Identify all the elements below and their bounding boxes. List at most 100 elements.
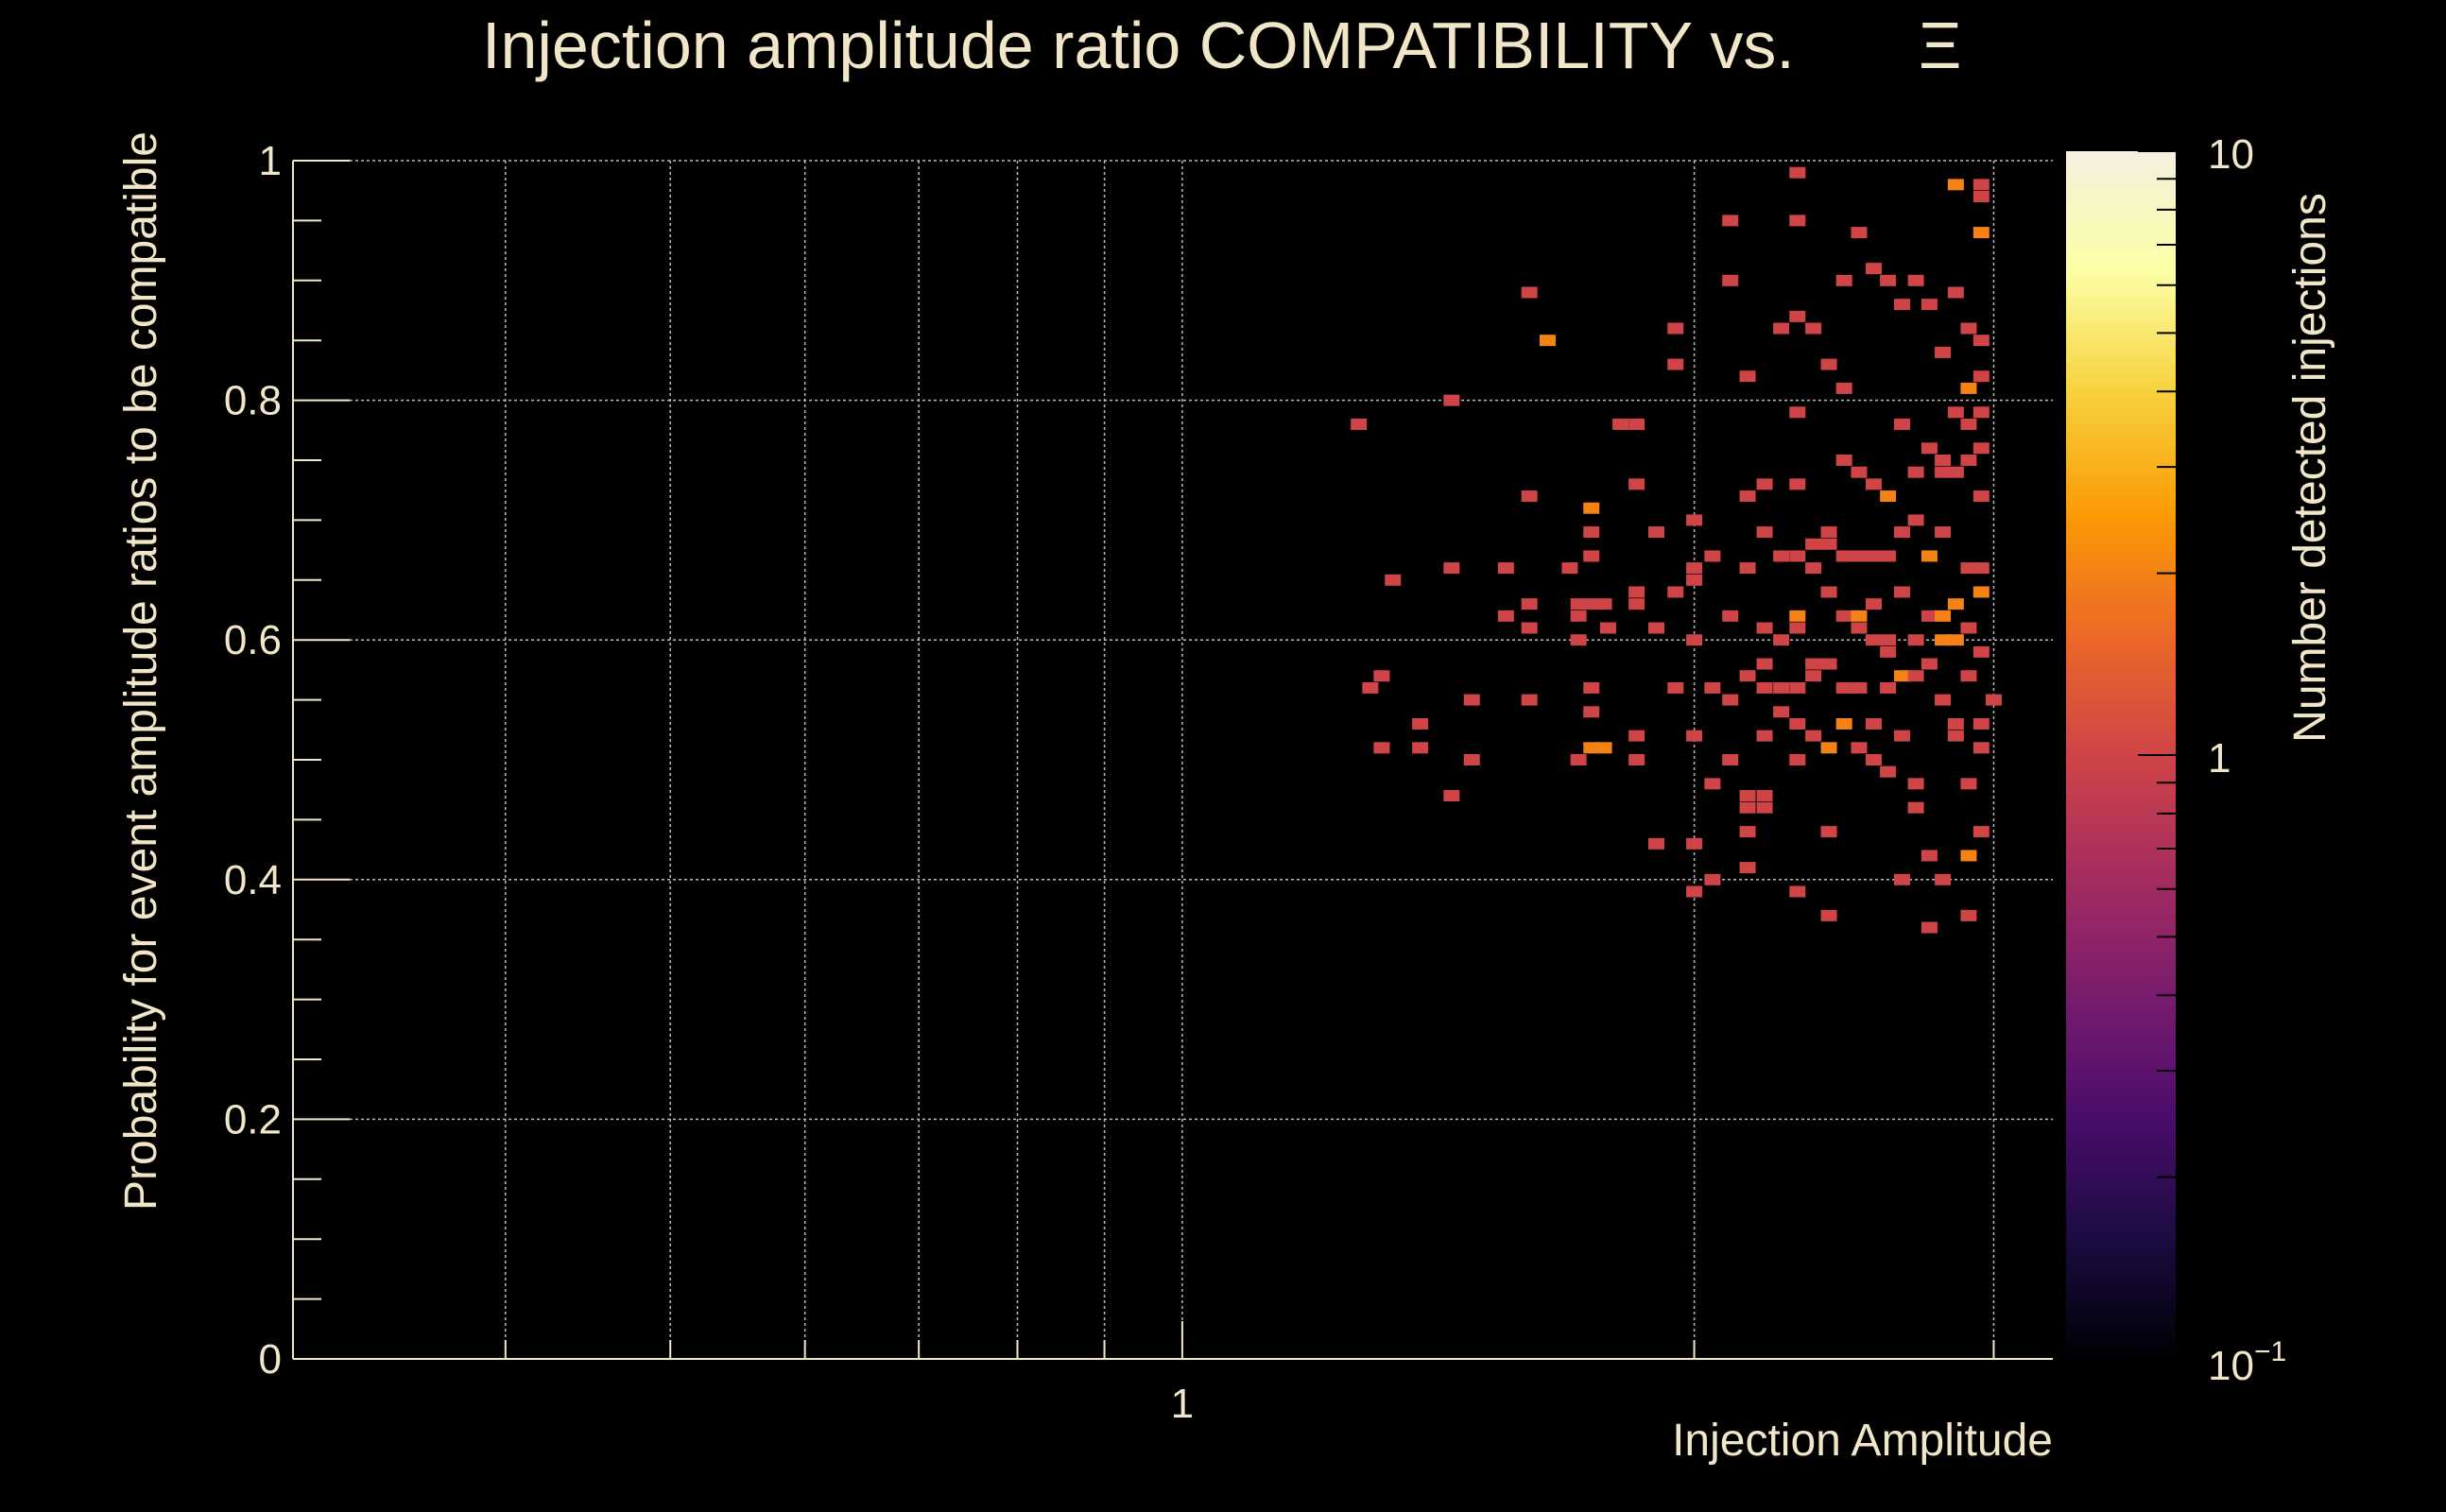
heatmap-cell — [1935, 455, 1952, 466]
heatmap-cell — [1704, 873, 1721, 885]
heatmap-cell — [1570, 754, 1587, 765]
heatmap-cell — [1972, 717, 1990, 730]
heatmap-cell — [1947, 406, 1964, 419]
heatmap-cell — [1647, 526, 1664, 539]
heatmap-cell — [1972, 335, 1990, 347]
heatmap-cell — [1628, 730, 1645, 742]
colorbar: Number detected injections 10 1 10−1 — [2066, 131, 2335, 1389]
heatmap-cell — [1739, 562, 1756, 575]
heatmap-cell — [1960, 622, 1977, 634]
colorbar-tick-label-mid: 1 — [2208, 735, 2231, 782]
heatmap-cell — [1686, 562, 1703, 575]
heatmap-cell — [1773, 322, 1790, 335]
y-tick-label: 0.2 — [224, 1096, 282, 1143]
heatmap-cell — [1907, 670, 1924, 682]
heatmap-cell — [1960, 382, 1977, 394]
heatmap-cell — [1443, 790, 1460, 802]
heatmap-cell — [1570, 598, 1587, 610]
heatmap-cell — [1521, 490, 1538, 503]
heatmap-cell — [1851, 466, 1868, 478]
heatmap-cell — [1789, 717, 1806, 730]
heatmap-cell — [1880, 681, 1897, 694]
heatmap-cell — [1947, 717, 1964, 730]
heatmap-cell — [1820, 658, 1837, 670]
heatmap-cell — [1947, 598, 1964, 610]
heatmap-cell — [1789, 406, 1806, 419]
heatmap-cell — [1686, 837, 1703, 850]
heatmap-cell — [1443, 394, 1460, 406]
heatmap-cell — [1583, 598, 1600, 610]
heatmap-cell — [1647, 837, 1664, 850]
heatmap-cell — [1835, 382, 1852, 394]
heatmap-cell — [1835, 455, 1852, 466]
y-axis-label: Probability for event amplitude ratios t… — [116, 131, 166, 1211]
heatmap-cell — [1756, 730, 1773, 742]
x-axis-label: Injection Amplitude — [1672, 1416, 2053, 1466]
heatmap-cell — [1739, 790, 1756, 802]
heatmap-cell — [1972, 562, 1990, 575]
heatmap-cell — [1722, 610, 1739, 622]
heatmap-cell — [1921, 658, 1938, 670]
heatmap-cell — [1628, 586, 1645, 598]
heatmap-cell — [1722, 754, 1739, 765]
heatmap-cell — [1947, 286, 1964, 299]
heatmap-cell — [1894, 526, 1911, 539]
colorbar-tick-label-min-exp: −1 — [2254, 1336, 2286, 1367]
chart-title: Injection amplitude ratio COMPATIBILITY … — [482, 9, 1795, 82]
heatmap-cell — [1583, 526, 1600, 539]
heatmap-cell — [1385, 574, 1402, 586]
heatmap-cell — [1935, 346, 1952, 358]
heatmap-cell — [1921, 850, 1938, 862]
heatmap-cell — [1972, 442, 1990, 455]
heatmap-cell — [1583, 681, 1600, 694]
heatmap-cell — [1497, 610, 1514, 622]
heatmap-cell — [1789, 622, 1806, 634]
heatmap-cell — [1985, 694, 2002, 706]
heatmap-cell — [1722, 274, 1739, 286]
heatmap-cell — [1894, 670, 1911, 682]
heatmap-cell — [1907, 466, 1924, 478]
heatmap-cell — [1789, 310, 1806, 322]
heatmap-cell — [1739, 370, 1756, 383]
heatmap-cell — [1935, 466, 1952, 478]
heatmap-cell — [1972, 586, 1990, 598]
heatmap-cell — [1704, 550, 1721, 562]
heatmap-cell — [1960, 418, 1977, 430]
heatmap-cell — [1820, 526, 1837, 539]
y-tick-label: 1 — [259, 138, 282, 184]
heatmap-cell — [1865, 550, 1882, 562]
heatmap-cell — [1960, 322, 1977, 335]
heatmap-cell — [1521, 598, 1538, 610]
heatmap-cell — [1865, 634, 1882, 646]
heatmap-cell — [1789, 166, 1806, 179]
y-tick-label: 0.6 — [224, 617, 282, 663]
heatmap-cell — [1820, 909, 1837, 921]
y-tick-label: 0 — [259, 1336, 282, 1383]
heatmap-cell — [1972, 227, 1990, 239]
heatmap-cell — [1805, 658, 1822, 670]
heatmap-cell — [1935, 526, 1952, 539]
heatmap-cell — [1972, 370, 1990, 383]
heatmap-cell — [1756, 801, 1773, 814]
heatmap-cell — [1789, 215, 1806, 227]
chart-title-symbol: Ξ — [1919, 9, 1962, 82]
heatmap-cell — [1907, 514, 1924, 526]
heatmap-cell — [1960, 455, 1977, 466]
heatmap-cell — [1739, 801, 1756, 814]
heatmap-cell — [1756, 658, 1773, 670]
heatmap-cell — [1972, 406, 1990, 419]
heatmap-cell — [1972, 742, 1990, 754]
heatmap-cell — [1686, 634, 1703, 646]
heatmap-cell — [1789, 610, 1806, 622]
heatmap-cell — [1773, 550, 1790, 562]
heatmap-cell — [1960, 670, 1977, 682]
heatmap-cell — [1960, 850, 1977, 862]
heatmap-cell — [1521, 622, 1538, 634]
heatmap-cell — [1756, 790, 1773, 802]
heatmap-cell — [1412, 717, 1429, 730]
heatmap-cell — [1667, 322, 1684, 335]
heatmap-cell — [1628, 754, 1645, 765]
y-tick-label: 0.8 — [224, 378, 282, 424]
heatmap-cell — [1686, 574, 1703, 586]
heatmap-cell — [1739, 826, 1756, 838]
